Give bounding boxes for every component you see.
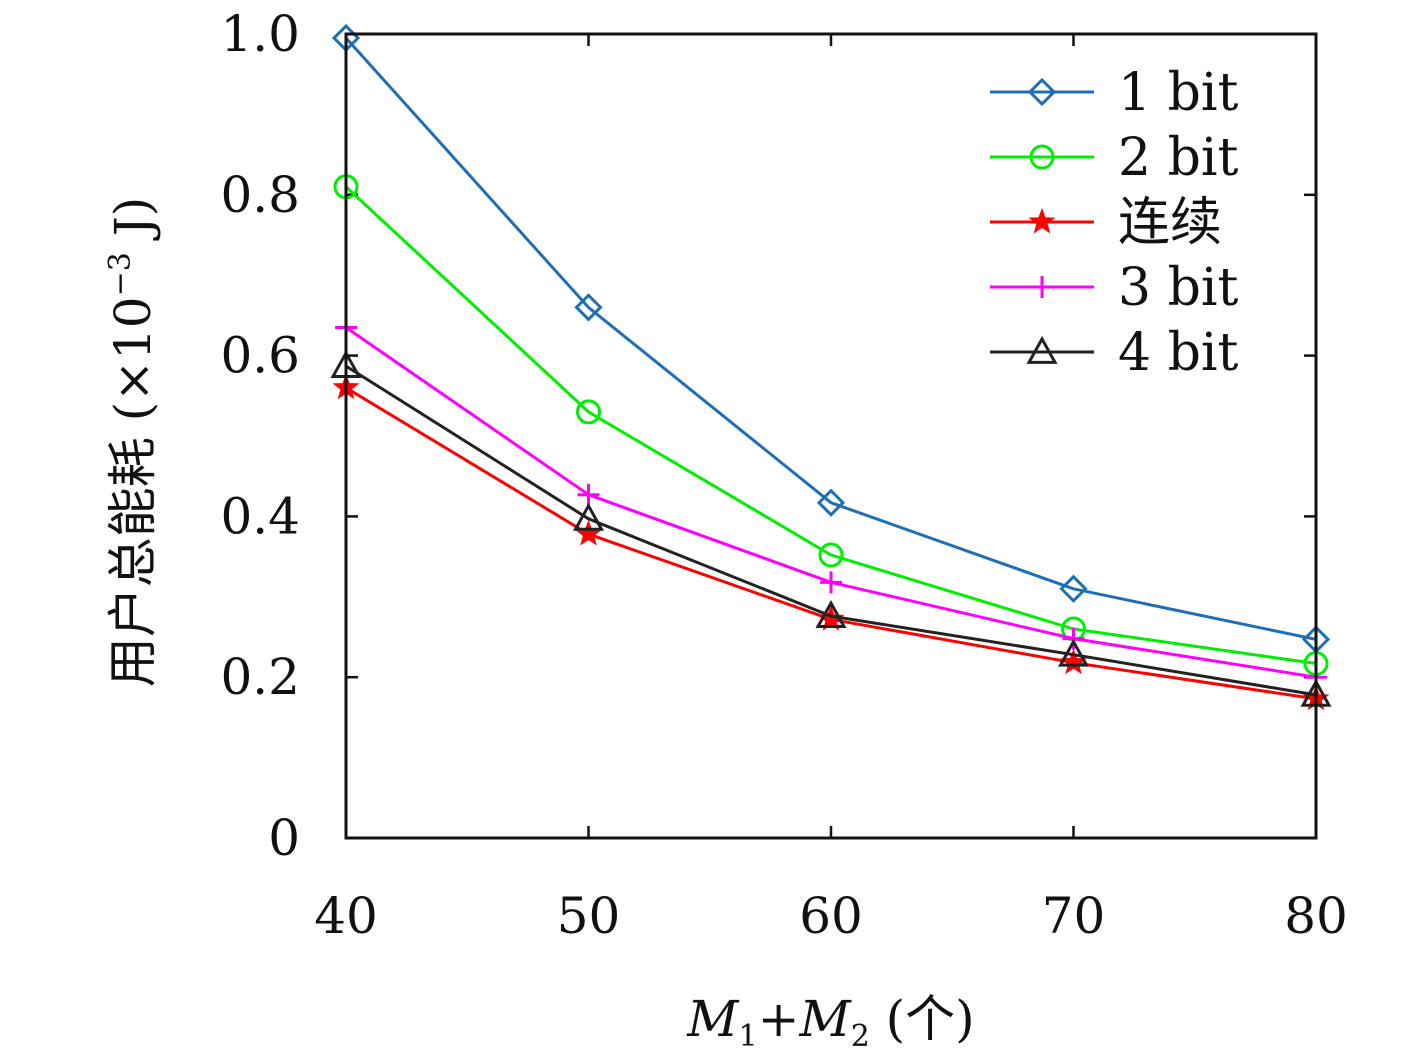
y-tick-label: 1.0 <box>220 5 300 63</box>
data-point <box>818 542 844 568</box>
x-label-m1: M <box>686 990 740 1048</box>
y-tick-label: 0.8 <box>220 166 300 224</box>
data-point <box>575 519 602 546</box>
legend-marker <box>1029 144 1055 170</box>
series-line <box>344 185 1317 665</box>
y-label-exp: −3 <box>103 252 138 296</box>
legend-entry: 1 bit <box>990 63 1239 123</box>
y-label-unit: J) <box>104 197 162 252</box>
series-line <box>344 36 1317 641</box>
y-tick-label: 0.2 <box>220 648 300 706</box>
data-point <box>816 488 846 517</box>
y-tick-label: 0 <box>268 809 300 867</box>
data-point <box>576 399 601 425</box>
legend-label: 2 bit <box>1118 128 1239 188</box>
legend-marker <box>1028 207 1056 234</box>
y-axis-label: 用户总能耗 (×10−3 J) <box>103 197 162 688</box>
series-layer <box>330 23 1332 711</box>
legend-label: 3 bit <box>1118 258 1239 318</box>
data-point <box>572 502 605 531</box>
y-tick-label: 0.4 <box>220 487 300 545</box>
x-label-unit: (个) <box>870 990 975 1048</box>
series-连续 <box>332 373 1330 711</box>
x-label-m2: M <box>798 990 852 1048</box>
y-tick-label: 0.6 <box>220 327 300 385</box>
data-point <box>577 483 600 506</box>
x-label-sub2: 2 <box>851 1019 870 1054</box>
x-tick-labels: 40 50 60 70 80 <box>314 887 1348 945</box>
plot-frame <box>344 32 1318 840</box>
legend-label: 连续 <box>1118 193 1222 253</box>
legend-entry: 3 bit <box>990 258 1239 318</box>
legend-entry: 2 bit <box>990 128 1239 188</box>
y-tick-labels: 0 0.2 0.4 0.6 0.8 1.0 <box>220 5 300 867</box>
series-line <box>345 364 1317 697</box>
data-point <box>1059 574 1088 603</box>
data-point <box>1057 638 1090 667</box>
legend-entry: 连续 <box>990 193 1222 253</box>
data-point <box>815 600 847 628</box>
data-point <box>820 571 842 594</box>
data-point <box>574 293 603 322</box>
x-tick-label: 80 <box>1284 887 1348 945</box>
legend-label: 1 bit <box>1118 63 1239 123</box>
legend-entry: 4 bit <box>990 323 1239 383</box>
x-axis-label: M1+M2 (个) <box>686 990 974 1054</box>
y-label-text: 用户总能耗 (×10 <box>104 296 162 687</box>
x-tick-label: 70 <box>1042 887 1106 945</box>
legend-marker <box>1026 335 1058 364</box>
legend-marker <box>1027 77 1057 107</box>
legend-marker <box>1031 276 1053 298</box>
legend-label: 4 bit <box>1118 323 1239 383</box>
x-label-sub1: 1 <box>738 1019 757 1054</box>
x-tick-label: 40 <box>314 887 378 945</box>
x-tick-label: 50 <box>557 887 621 945</box>
x-tick-label: 60 <box>799 887 863 945</box>
series-4-bit <box>330 349 1332 707</box>
x-label-plus: + <box>758 990 800 1048</box>
